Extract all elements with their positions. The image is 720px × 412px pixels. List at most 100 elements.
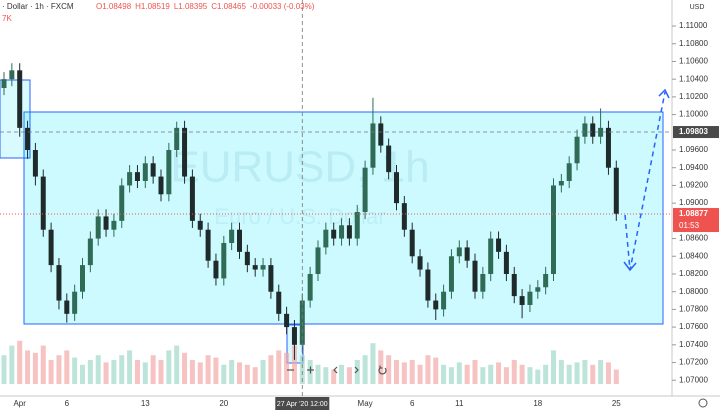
volume-bar <box>409 360 415 384</box>
candle-body <box>158 176 164 195</box>
candle-body <box>605 127 611 168</box>
volume-bar <box>331 369 337 384</box>
reset-button[interactable] <box>378 365 387 375</box>
volume-bar <box>488 364 494 384</box>
candle-body <box>127 172 133 186</box>
volume-bar <box>464 364 470 384</box>
candle-body <box>456 247 462 257</box>
volume-bar <box>299 355 305 384</box>
candle-body <box>496 238 502 252</box>
candle-body <box>244 251 250 266</box>
candle-body <box>315 247 321 274</box>
y-tick-label: 1.10200 <box>679 92 708 101</box>
volume-bar <box>519 364 525 384</box>
candle-body <box>394 172 399 204</box>
candle-body <box>378 123 384 146</box>
volume-bar <box>237 362 242 384</box>
candle-body <box>87 238 93 266</box>
candle-body <box>339 225 345 239</box>
range-rectangle[interactable] <box>23 111 664 325</box>
x-tick-label: May <box>358 399 373 408</box>
y-tick-label: 1.10000 <box>679 110 708 119</box>
candle-body <box>229 229 235 243</box>
y-tick-label: 1.11000 <box>679 21 708 30</box>
candle-body <box>535 287 541 292</box>
scroll-right-button[interactable] <box>354 366 359 374</box>
volume-bar <box>401 362 407 384</box>
x-tick-label: 18 <box>533 399 542 408</box>
volume-bar <box>64 350 70 384</box>
candle-body <box>142 163 148 181</box>
volume-bar <box>551 350 556 384</box>
candle-body <box>182 127 188 177</box>
volume-bar <box>276 350 282 384</box>
volume-bar <box>150 355 156 384</box>
candle-body <box>488 238 494 274</box>
candle-body <box>307 273 313 301</box>
candle-body <box>119 185 125 221</box>
volume-bar <box>182 352 188 384</box>
volume-bar <box>566 364 572 384</box>
volume-bar <box>448 367 454 384</box>
volume-bar <box>527 367 533 384</box>
volume-bar <box>213 357 219 384</box>
candle-body <box>441 291 447 310</box>
candle-body <box>103 216 109 230</box>
candle-body <box>409 229 415 257</box>
volume-bar <box>17 340 23 384</box>
y-tick-label: 1.08600 <box>679 234 708 243</box>
candle-body <box>511 273 517 297</box>
volume-bar <box>613 369 619 384</box>
candle-body <box>543 273 549 288</box>
ohlc-value: L1.08395 <box>174 2 208 11</box>
volume-bar <box>598 360 604 384</box>
volume-bar <box>95 355 101 384</box>
candle-body <box>48 229 54 266</box>
volume-bar <box>480 367 486 384</box>
volume-bar <box>134 360 140 384</box>
volume-bar <box>127 350 133 384</box>
volume-bar <box>142 362 148 384</box>
volume-bar <box>354 360 360 384</box>
volume-bar <box>394 360 399 384</box>
candle-body <box>480 273 486 292</box>
candle-body <box>197 220 203 230</box>
y-tick-label: 1.07200 <box>679 358 708 367</box>
x-tick-label: 13 <box>141 399 150 408</box>
scroll-left-button[interactable] <box>333 366 338 374</box>
volume-bar <box>558 360 564 384</box>
volume-bar <box>1 355 7 384</box>
x-tick-label: 6 <box>410 399 415 408</box>
candle-body <box>401 203 407 230</box>
y-tick-label: 1.10600 <box>679 57 708 66</box>
volume-bar <box>472 360 478 384</box>
y-tick-label: 1.08000 <box>679 287 708 296</box>
toolbar <box>287 365 387 375</box>
candle-body <box>189 176 195 221</box>
arrow-head <box>623 261 637 272</box>
volume-bar <box>252 367 258 384</box>
candle-body <box>221 242 227 279</box>
candle-body <box>598 127 604 137</box>
y-tick-label: 1.08400 <box>679 251 708 260</box>
last-price-label: 1.08877 <box>679 209 708 218</box>
small-rectangle[interactable] <box>0 79 31 159</box>
y-tick-label: 1.10800 <box>679 39 708 48</box>
candle-body <box>213 260 219 279</box>
candle-body <box>1 79 7 89</box>
ohlc-legend: O1.08498 H1.08519 L1.08395 C1.08465 -0.00033… <box>96 2 315 11</box>
volume-bar <box>456 362 462 384</box>
candle-body <box>56 265 62 301</box>
volume-bar <box>417 364 423 384</box>
currency: USD <box>690 4 705 11</box>
candle-body <box>590 123 596 137</box>
ohlc-value: -0.00033 (-0.03%) <box>250 2 315 11</box>
ohlc-value: H1.08519 <box>135 2 170 11</box>
candle-body <box>40 176 46 230</box>
volume-bar <box>174 345 180 384</box>
volume-bar <box>590 364 596 384</box>
volume-bar <box>32 352 38 384</box>
settings-button[interactable] <box>698 398 708 408</box>
volume-bar <box>291 345 297 384</box>
candle-body <box>291 327 297 345</box>
